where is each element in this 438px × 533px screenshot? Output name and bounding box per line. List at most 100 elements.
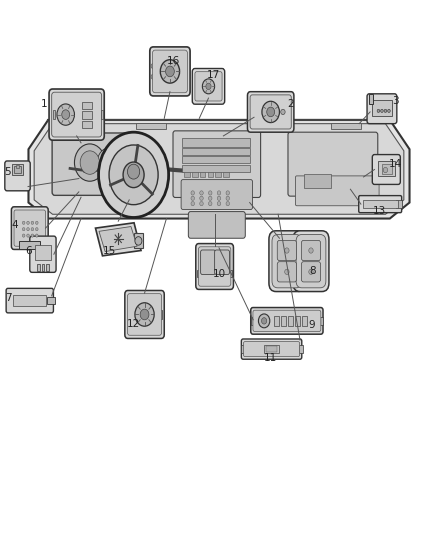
Circle shape — [135, 237, 142, 245]
Bar — [182, 148, 250, 155]
Bar — [382, 164, 392, 174]
Circle shape — [181, 74, 185, 79]
FancyBboxPatch shape — [269, 231, 305, 292]
Bar — [363, 200, 398, 208]
Bar — [82, 111, 92, 119]
Circle shape — [285, 248, 289, 253]
FancyBboxPatch shape — [52, 133, 136, 196]
FancyBboxPatch shape — [301, 262, 321, 282]
Bar — [251, 317, 254, 325]
FancyBboxPatch shape — [198, 247, 231, 286]
Circle shape — [22, 221, 25, 224]
FancyBboxPatch shape — [125, 290, 164, 338]
Bar — [264, 345, 279, 353]
Bar — [281, 316, 286, 326]
FancyBboxPatch shape — [127, 294, 162, 335]
Bar — [12, 164, 23, 175]
Bar — [46, 264, 49, 271]
FancyBboxPatch shape — [301, 240, 321, 261]
Circle shape — [35, 221, 38, 224]
Text: 13: 13 — [373, 206, 386, 216]
Text: 15: 15 — [103, 246, 116, 255]
Circle shape — [135, 303, 154, 326]
Circle shape — [22, 234, 25, 237]
Circle shape — [57, 104, 74, 125]
Circle shape — [102, 154, 117, 171]
Circle shape — [200, 191, 203, 195]
Circle shape — [151, 74, 155, 79]
Circle shape — [285, 269, 289, 274]
Circle shape — [208, 191, 212, 195]
FancyBboxPatch shape — [241, 339, 302, 359]
Bar — [266, 346, 277, 352]
FancyBboxPatch shape — [192, 69, 225, 104]
Bar — [158, 310, 162, 319]
Polygon shape — [95, 223, 141, 256]
Bar — [182, 138, 250, 147]
Bar — [288, 316, 293, 326]
Bar — [14, 166, 21, 173]
FancyBboxPatch shape — [247, 92, 294, 132]
Circle shape — [267, 107, 275, 117]
Circle shape — [22, 228, 25, 231]
Text: 12: 12 — [127, 319, 140, 328]
Bar — [372, 100, 392, 116]
Bar — [35, 245, 51, 260]
FancyBboxPatch shape — [244, 342, 300, 357]
FancyBboxPatch shape — [295, 176, 379, 206]
Text: 1: 1 — [40, 100, 47, 109]
Circle shape — [27, 221, 29, 224]
Text: 16: 16 — [167, 56, 180, 66]
Circle shape — [217, 196, 221, 200]
Text: 14: 14 — [389, 159, 402, 169]
Bar — [136, 123, 166, 129]
FancyBboxPatch shape — [367, 94, 397, 124]
Bar — [304, 174, 331, 188]
Text: 4: 4 — [11, 220, 18, 230]
Circle shape — [160, 60, 180, 83]
Circle shape — [74, 144, 105, 181]
FancyBboxPatch shape — [372, 155, 400, 184]
Bar — [215, 172, 221, 177]
Circle shape — [309, 269, 313, 274]
Bar — [42, 264, 44, 271]
Circle shape — [261, 318, 267, 324]
Bar — [16, 165, 19, 168]
Text: 6: 6 — [25, 246, 32, 255]
Polygon shape — [28, 120, 410, 219]
FancyBboxPatch shape — [215, 250, 230, 274]
Circle shape — [31, 221, 34, 224]
FancyBboxPatch shape — [11, 207, 48, 249]
Text: 8: 8 — [309, 266, 316, 276]
Circle shape — [97, 148, 122, 177]
FancyBboxPatch shape — [296, 235, 326, 288]
Text: 9: 9 — [308, 320, 315, 330]
Bar — [331, 123, 361, 129]
FancyBboxPatch shape — [150, 47, 190, 96]
FancyBboxPatch shape — [359, 196, 402, 213]
Bar — [70, 123, 101, 129]
Bar — [229, 270, 232, 277]
Circle shape — [80, 151, 99, 174]
Circle shape — [281, 109, 285, 115]
FancyBboxPatch shape — [288, 132, 378, 196]
Circle shape — [35, 228, 38, 231]
Bar — [82, 102, 92, 109]
Bar — [192, 172, 198, 177]
FancyBboxPatch shape — [49, 89, 104, 140]
Bar — [223, 172, 229, 177]
FancyBboxPatch shape — [293, 231, 329, 292]
Circle shape — [191, 196, 194, 200]
Bar — [197, 270, 201, 277]
Text: 5: 5 — [4, 167, 11, 176]
FancyBboxPatch shape — [152, 50, 187, 93]
Circle shape — [127, 164, 140, 179]
Circle shape — [31, 234, 34, 237]
Polygon shape — [99, 227, 137, 252]
Bar — [299, 345, 303, 353]
Bar — [37, 264, 40, 271]
FancyBboxPatch shape — [5, 161, 30, 191]
Circle shape — [388, 109, 390, 112]
Circle shape — [27, 228, 29, 231]
FancyBboxPatch shape — [251, 308, 323, 334]
